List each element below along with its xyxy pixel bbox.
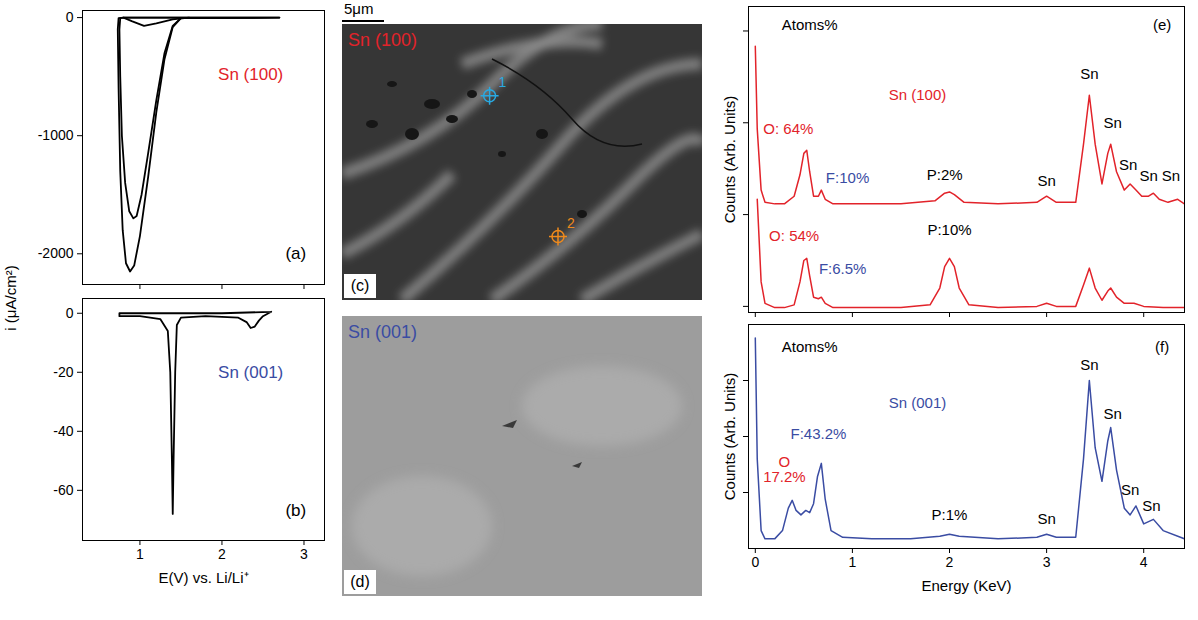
svg-text:5μm: 5μm [344,0,373,17]
svg-text:Sn: Sn [1080,356,1098,373]
svg-text:0: 0 [751,554,759,570]
svg-text:F:10%: F:10% [826,169,869,186]
svg-text:(b): (b) [285,501,306,520]
svg-text:Sn: Sn [1121,481,1139,498]
svg-text:Sn: Sn [1119,156,1137,173]
svg-text:Sn: Sn [1080,65,1098,82]
svg-text:Sn (001): Sn (001) [889,394,947,411]
svg-text:(f): (f) [1155,338,1169,355]
svg-text:2: 2 [218,546,226,562]
svg-text:O17.2%: O17.2% [763,453,806,485]
svg-text:(e): (e) [1153,16,1171,33]
svg-text:Energy (KeV): Energy (KeV) [921,577,1011,594]
svg-text:0: 0 [66,9,74,25]
svg-text:Sn: Sn [1162,167,1180,184]
svg-text:(c): (c) [351,277,370,294]
svg-text:3: 3 [1043,554,1051,570]
svg-text:Sn: Sn [1139,167,1157,184]
svg-text:Counts (Arb. Units): Counts (Arb. Units) [721,96,738,224]
svg-text:F:43.2%: F:43.2% [790,425,846,442]
svg-text:Sn (001): Sn (001) [218,363,283,382]
svg-text:Sn (100): Sn (100) [348,30,417,50]
svg-text:1: 1 [499,74,507,90]
svg-text:P:10%: P:10% [927,221,971,238]
svg-text:-40: -40 [53,423,73,439]
svg-text:-20: -20 [53,364,73,380]
svg-text:P:2%: P:2% [927,166,963,183]
svg-text:(d): (d) [350,573,370,590]
svg-text:Atoms%: Atoms% [782,16,838,33]
svg-text:Sn (100): Sn (100) [889,86,947,103]
svg-text:i (μA/cm²): i (μA/cm²) [2,265,19,330]
svg-text:-60: -60 [53,482,73,498]
svg-text:4: 4 [1140,554,1148,570]
svg-text:Sn (100): Sn (100) [218,65,283,84]
svg-text:(a): (a) [285,244,306,263]
svg-text:-1000: -1000 [38,127,74,143]
svg-text:O: 64%: O: 64% [763,120,813,137]
svg-text:Sn: Sn [1037,172,1055,189]
svg-text:Atoms%: Atoms% [782,338,838,355]
svg-text:Sn: Sn [1103,405,1121,422]
svg-text:1: 1 [136,546,144,562]
svg-text:-2000: -2000 [38,245,74,261]
svg-text:3: 3 [300,546,308,562]
svg-text:2: 2 [567,215,575,231]
svg-text:P:1%: P:1% [932,506,968,523]
svg-text:E(V) vs. Li/Li⁺: E(V) vs. Li/Li⁺ [158,569,248,586]
svg-text:O: 54%: O: 54% [769,227,819,244]
svg-text:2: 2 [946,554,954,570]
svg-text:Sn (001): Sn (001) [348,322,417,342]
svg-text:0: 0 [66,305,74,321]
svg-text:1: 1 [849,554,857,570]
svg-text:F:6.5%: F:6.5% [819,260,867,277]
svg-text:Counts (Arb. Units): Counts (Arb. Units) [721,373,738,501]
svg-text:Sn: Sn [1142,497,1160,514]
svg-text:Sn: Sn [1037,510,1055,527]
svg-text:Sn: Sn [1103,114,1121,131]
